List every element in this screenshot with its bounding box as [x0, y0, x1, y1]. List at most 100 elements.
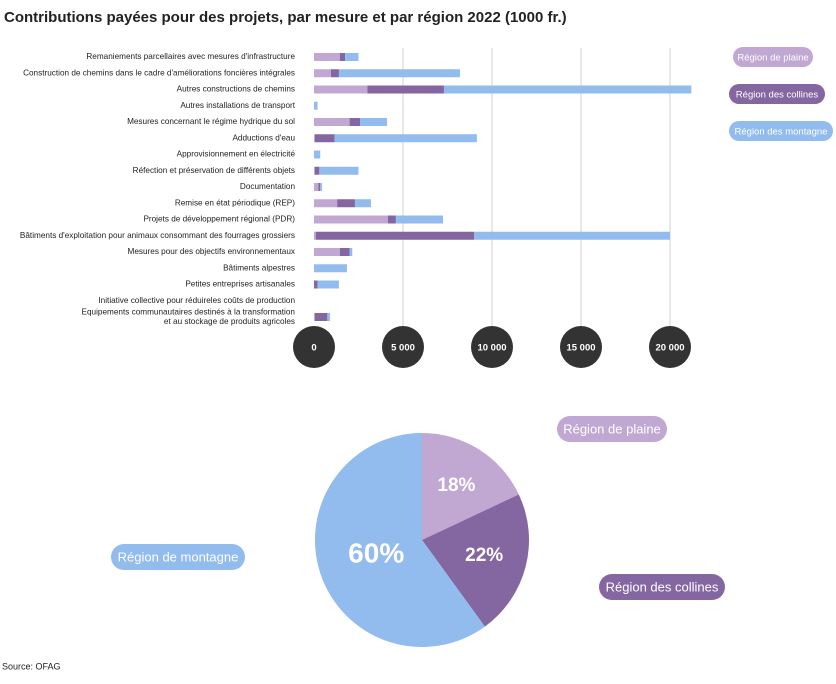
bar-segment: [317, 280, 339, 289]
bar-segment: [314, 199, 338, 208]
category-label: Documentation: [240, 182, 296, 191]
legend-pill: [111, 544, 245, 570]
bar-segment: [339, 248, 350, 256]
category-label-line: Approvisionnement en électricité: [177, 150, 296, 159]
category-label-line: Adductions d'eau: [232, 133, 295, 142]
pie-slice: [315, 433, 485, 647]
bar-segment: [387, 215, 396, 224]
x-tick-marker: [560, 326, 602, 368]
bar-segment: [320, 183, 323, 191]
pie-value-label: 60%: [348, 537, 404, 568]
bar-segment: [314, 101, 318, 110]
bar-segment: [315, 231, 475, 240]
category-label-line: Petites entreprises artisanales: [185, 280, 295, 289]
legend-pill: [729, 121, 833, 141]
chart-title: Contributions payées pour des projets, p…: [4, 9, 567, 26]
category-label-line: Construction de chemins dans le cadre d'…: [23, 68, 295, 77]
x-tick-label: 10 000: [477, 343, 506, 354]
category-label-line: Bâtiments alpestres: [223, 263, 295, 272]
x-tick-marker: [649, 326, 691, 368]
category-label-line: Réfection et préservation de différents …: [133, 166, 295, 175]
x-tick-marker: [293, 326, 335, 368]
bar-segment: [314, 231, 316, 240]
category-label-line: Remise en état périodique (REP): [175, 198, 295, 207]
bar-segment: [337, 199, 355, 208]
category-label: Autres installations de transport: [180, 101, 295, 110]
category-label-line: Autres constructions de chemins: [177, 85, 295, 94]
category-label: Bâtiments d'exploitation pour animaux co…: [20, 231, 295, 240]
x-tick-label: 20 000: [655, 343, 684, 354]
bar-segment: [314, 150, 321, 159]
category-label-line: Documentation: [240, 182, 296, 191]
category-label-line: Equipements communautaires destinés à la…: [82, 307, 296, 316]
legend-pill: [729, 84, 825, 104]
bar-segment: [349, 248, 353, 256]
x-tick-marker: [471, 326, 513, 368]
category-label: Petites entreprises artisanales: [185, 280, 295, 289]
bar-segment: [314, 134, 315, 143]
legend-label: Région de plaine: [737, 53, 808, 64]
category-label-line: Mesures concernant le régime hydrique du…: [127, 117, 295, 126]
bar-segment: [314, 313, 328, 321]
category-label-line: Bâtiments d'exploitation pour animaux co…: [20, 231, 295, 240]
bar-segment: [327, 313, 331, 321]
category-label: Autres constructions de chemins: [177, 85, 295, 94]
pie-value-label: 18%: [437, 475, 475, 496]
bar-segment: [318, 183, 321, 191]
legend-label: Région des collines: [736, 90, 819, 101]
legend-label: Région de plaine: [563, 421, 661, 436]
pie-slice: [422, 433, 519, 540]
bar-segment: [314, 280, 318, 289]
category-label: Projets de développement régional (PDR): [143, 215, 295, 224]
bar-segment: [474, 231, 670, 240]
category-label-line: Remaniements parcellaires avec mesures d…: [86, 52, 295, 61]
bar-segment: [314, 248, 340, 256]
category-label: Initiative collective pour réduireles co…: [98, 296, 295, 305]
category-label-line: Autres installations de transport: [180, 101, 295, 110]
category-label-line: Initiative collective pour réduireles co…: [98, 296, 295, 305]
bar-segment: [330, 69, 339, 78]
bar-segment: [314, 215, 388, 224]
pie-value-label: 22%: [465, 545, 503, 566]
bar-segment: [319, 166, 359, 175]
category-label: Approvisionnement en électricité: [177, 150, 296, 159]
bar-segment: [334, 134, 477, 143]
bar-segment: [314, 264, 347, 273]
category-label: Mesures pour des objectifs environnement…: [128, 247, 295, 256]
legend-pill: [557, 416, 667, 442]
legend-label: Région des montagne: [735, 127, 828, 138]
source: Source: OFAG: [2, 661, 61, 671]
x-tick-label: 15 000: [566, 343, 595, 354]
bar-segment: [314, 313, 315, 321]
bar-segment: [338, 69, 460, 78]
bar-segment: [443, 85, 692, 94]
bar-segment: [349, 118, 361, 126]
bar-segment: [345, 53, 359, 61]
category-label-line: et au stockage de produits agricoles: [164, 317, 295, 326]
bar-segment: [314, 134, 335, 143]
bar-segment: [314, 166, 315, 175]
category-label: Bâtiments alpestres: [223, 263, 295, 272]
bar-segment: [314, 183, 319, 191]
category-label-line: Mesures pour des objectifs environnement…: [128, 247, 295, 256]
bar-segment: [354, 199, 371, 208]
category-label: Equipements communautaires destinés à la…: [82, 307, 296, 326]
category-label: Réfection et préservation de différents …: [133, 166, 295, 175]
bar-segment: [314, 69, 331, 78]
x-tick-marker: [382, 326, 424, 368]
category-label: Remaniements parcellaires avec mesures d…: [86, 52, 295, 61]
legend-pill: [599, 574, 725, 600]
legend-label: Région des collines: [606, 579, 719, 594]
legend-label: Région de montagne: [118, 549, 239, 564]
x-tick-label: 5 000: [391, 343, 415, 354]
bar-segment: [314, 85, 368, 94]
x-tick-label: 0: [311, 343, 316, 354]
category-label: Mesures concernant le régime hydrique du…: [127, 117, 295, 126]
bar-segment: [314, 118, 350, 126]
category-label: Adductions d'eau: [232, 133, 295, 142]
bar-segment: [360, 118, 387, 126]
bar-segment: [314, 166, 320, 175]
category-label-line: Projets de développement régional (PDR): [143, 215, 295, 224]
bar-segment: [339, 53, 346, 61]
